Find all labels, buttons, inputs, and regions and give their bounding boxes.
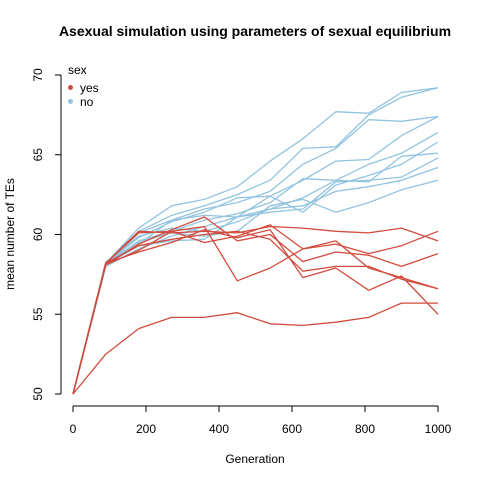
x-axis: 0 200 400 600 800 1000 xyxy=(70,405,452,436)
x-tick-label: 400 xyxy=(209,422,229,436)
y-axis: 50 55 60 65 70 xyxy=(31,68,62,401)
legend-marker-no xyxy=(68,99,73,104)
series-line-no-2 xyxy=(72,87,439,395)
series-layer xyxy=(72,87,439,395)
legend: sex yes no xyxy=(68,63,99,109)
y-tick-label: 65 xyxy=(31,148,45,162)
legend-title: sex xyxy=(68,63,87,77)
x-tick-label: 0 xyxy=(70,422,77,436)
series-line-no-8 xyxy=(72,166,439,395)
series-line-no-7 xyxy=(72,152,439,395)
y-axis-label: mean number of TEs xyxy=(3,178,17,290)
y-tick-label: 70 xyxy=(31,68,45,82)
series-line-yes-3 xyxy=(72,216,439,395)
series-line-no-5 xyxy=(72,131,439,395)
y-tick-label: 55 xyxy=(31,307,45,321)
series-line-yes-1 xyxy=(72,225,439,395)
series-line-yes-4 xyxy=(72,230,439,395)
legend-label-no: no xyxy=(80,95,94,109)
series-line-no-9 xyxy=(72,179,439,395)
x-tick-label: 200 xyxy=(136,422,156,436)
series-line-no-1 xyxy=(72,87,439,395)
series-line-yes-5 xyxy=(72,225,439,395)
x-tick-label: 1000 xyxy=(425,422,452,436)
series-line-yes-7 xyxy=(72,302,438,395)
legend-label-yes: yes xyxy=(80,81,99,95)
legend-marker-yes xyxy=(68,85,73,90)
x-tick-label: 600 xyxy=(282,422,302,436)
x-axis-label: Generation xyxy=(225,452,284,466)
series-line-no-4 xyxy=(72,115,439,395)
chart-title: Asexual simulation using parameters of s… xyxy=(59,23,451,39)
y-tick-label: 50 xyxy=(31,387,45,401)
y-tick-label: 60 xyxy=(31,228,45,242)
series-line-no-10 xyxy=(72,157,439,395)
x-tick-label: 800 xyxy=(355,422,375,436)
series-line-no-6 xyxy=(72,141,439,395)
series-line-yes-2 xyxy=(72,224,439,395)
series-line-yes-6 xyxy=(72,229,439,395)
